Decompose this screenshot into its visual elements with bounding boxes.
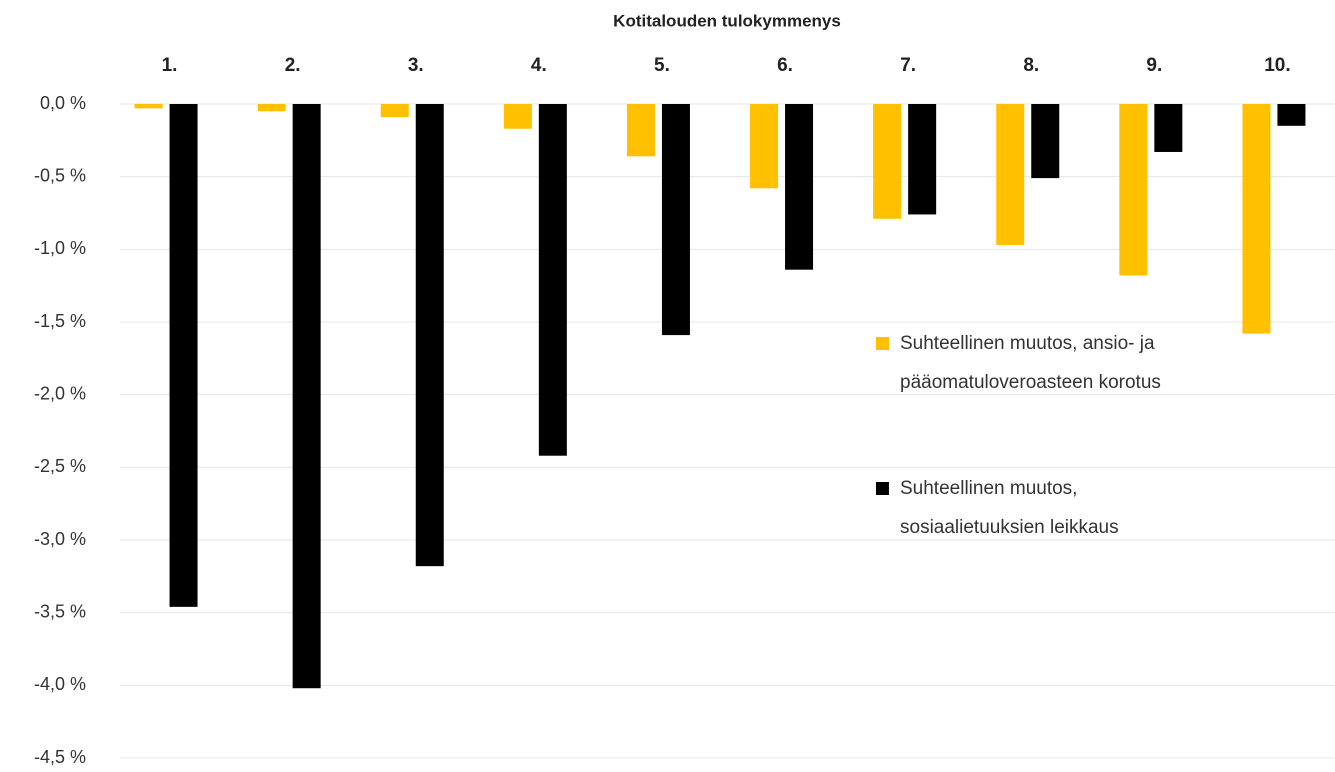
bar	[415, 104, 444, 567]
bar	[626, 104, 655, 157]
y-tick-label: -2,5 %	[34, 456, 86, 476]
bar	[538, 104, 567, 456]
y-tick-label: -3,0 %	[34, 529, 86, 549]
bar	[169, 104, 198, 607]
bar	[1119, 104, 1148, 276]
x-tick-label: 7.	[900, 55, 916, 76]
y-tick-label: -4,5 %	[34, 747, 86, 767]
y-tick-label: 0,0 %	[40, 93, 86, 113]
x-tick-label: 2.	[285, 55, 301, 76]
x-tick-label: 8.	[1023, 55, 1039, 76]
chart-title: Kotitalouden tulokymmenys	[613, 11, 841, 30]
x-tick-label: 5.	[654, 55, 670, 76]
bar	[661, 104, 690, 336]
bar	[873, 104, 902, 219]
y-tick-label: -0,5 %	[34, 165, 86, 185]
x-tick-label: 10.	[1264, 55, 1290, 76]
bar	[1154, 104, 1183, 152]
y-tick-label: -3,5 %	[34, 601, 86, 621]
legend-label: Suhteellinen muutos, ansio- ja pääomatul…	[900, 333, 1161, 393]
legend-item: Suhteellinen muutos, ansio- ja pääomatul…	[876, 324, 1161, 402]
bar	[1031, 104, 1060, 179]
bar	[503, 104, 532, 129]
y-tick-label: -1,5 %	[34, 311, 86, 331]
x-tick-label: 3.	[408, 55, 424, 76]
bar	[908, 104, 937, 215]
bar	[134, 104, 163, 109]
bar	[292, 104, 321, 689]
x-tick-label: 6.	[777, 55, 793, 76]
bar	[1277, 104, 1306, 126]
x-tick-label: 4.	[531, 55, 547, 76]
bar	[785, 104, 814, 270]
legend-swatch	[876, 482, 889, 495]
bar	[257, 104, 286, 112]
bar	[996, 104, 1025, 245]
bar	[750, 104, 779, 189]
y-tick-label: -2,0 %	[34, 383, 86, 403]
legend-label: Suhteellinen muutos, sosiaalietuuksien l…	[900, 478, 1119, 538]
y-tick-label: -4,0 %	[34, 674, 86, 694]
x-tick-label: 1.	[162, 55, 178, 76]
bar	[380, 104, 409, 118]
legend-swatch	[876, 337, 889, 350]
y-tick-label: -1,0 %	[34, 238, 86, 258]
bar	[1242, 104, 1271, 334]
legend-item: Suhteellinen muutos, sosiaalietuuksien l…	[876, 469, 1119, 547]
x-tick-label: 9.	[1146, 55, 1162, 76]
